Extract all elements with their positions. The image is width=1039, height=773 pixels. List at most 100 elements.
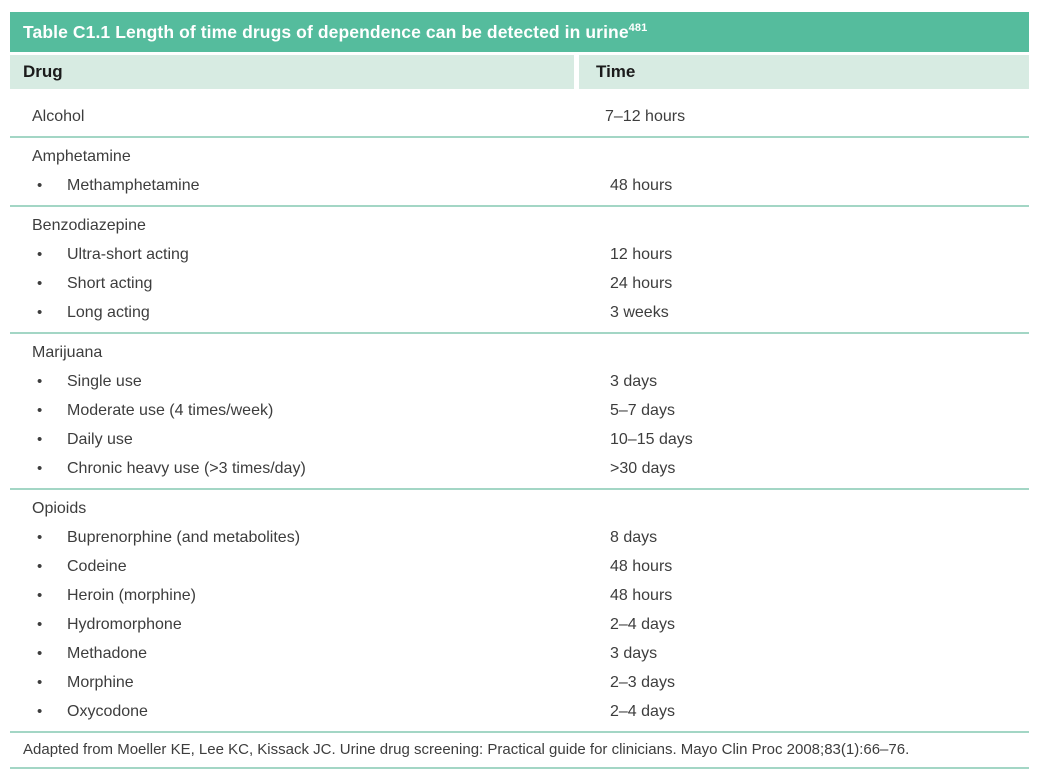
- drug-label: Methadone: [67, 644, 148, 662]
- drug-cell: • Oxycodone: [10, 703, 593, 721]
- bullet-icon: •: [37, 373, 43, 390]
- table-section: Alcohol 7–12 hours: [10, 98, 1029, 136]
- time-cell: 10–15 days: [610, 430, 693, 448]
- table-footer-citation: Adapted from Moeller KE, Lee KC, Kissack…: [10, 731, 1029, 769]
- bullet-icon: •: [37, 616, 43, 633]
- drug-cell: Amphetamine: [10, 148, 588, 166]
- section-divider: [10, 332, 1029, 334]
- table-row: • Morphine 2–3 days: [10, 668, 1029, 697]
- time-cell: 3 days: [610, 372, 658, 390]
- table-row: Amphetamine: [10, 142, 1029, 171]
- table-row: Opioids: [10, 494, 1029, 523]
- drug-label: Chronic heavy use (>3 times/day): [67, 459, 306, 477]
- bullet-icon: •: [37, 304, 43, 321]
- bullet-icon: •: [37, 177, 43, 194]
- table-row: • Daily use 10–15 days: [10, 425, 1029, 454]
- drug-label: Moderate use (4 times/week): [67, 401, 274, 419]
- table-row: • Codeine 48 hours: [10, 552, 1029, 581]
- drug-label: Oxycodone: [67, 702, 148, 720]
- table-row: • Buprenorphine (and metabolites) 8 days: [10, 523, 1029, 552]
- time-cell: 3 days: [610, 644, 658, 662]
- section-divider: [10, 136, 1029, 138]
- drug-label: Heroin (morphine): [67, 586, 196, 604]
- drug-label: Opioids: [32, 499, 87, 517]
- drug-cell: Benzodiazepine: [10, 217, 588, 235]
- bullet-icon: •: [37, 529, 43, 546]
- drug-cell: • Codeine: [10, 558, 593, 576]
- table-title-footnote-ref: 481: [628, 21, 648, 34]
- time-cell: 7–12 hours: [605, 107, 686, 125]
- drug-cell: • Methadone: [10, 645, 593, 663]
- time-cell: 2–3 days: [610, 673, 675, 691]
- bullet-icon: •: [37, 587, 43, 604]
- table-row: Alcohol 7–12 hours: [10, 102, 1029, 131]
- drug-label: Marijuana: [32, 343, 103, 361]
- drug-label: Daily use: [67, 430, 133, 448]
- drug-cell: • Chronic heavy use (>3 times/day): [10, 460, 593, 478]
- drug-label: Alcohol: [32, 107, 85, 125]
- drug-cell: • Moderate use (4 times/week): [10, 402, 593, 420]
- time-cell: 8 days: [610, 528, 658, 546]
- table-title: Table C1.1 Length of time drugs of depen…: [23, 22, 647, 43]
- bullet-icon: •: [37, 460, 43, 477]
- drug-label: Morphine: [67, 673, 134, 691]
- bullet-icon: •: [37, 402, 43, 419]
- drug-cell: Marijuana: [10, 344, 588, 362]
- drug-label: Benzodiazepine: [32, 216, 146, 234]
- drug-cell: • Long acting: [10, 304, 593, 322]
- time-cell: 3 weeks: [610, 303, 669, 321]
- section-divider: [10, 205, 1029, 207]
- drug-label: Methamphetamine: [67, 176, 200, 194]
- time-cell: 48 hours: [610, 557, 673, 575]
- drug-cell: • Daily use: [10, 431, 593, 449]
- time-cell: 48 hours: [610, 176, 673, 194]
- table-row: • Methadone 3 days: [10, 639, 1029, 668]
- table-section: Marijuana • Single use 3 days • Moderate use …: [10, 334, 1029, 488]
- table-body: Alcohol 7–12 hours Amphetamine • Methampheta…: [10, 98, 1029, 731]
- column-header-drug: Drug: [10, 55, 574, 89]
- drug-label: Codeine: [67, 557, 127, 575]
- table-section: Amphetamine • Methamphetamine 48 hours: [10, 138, 1029, 205]
- bullet-icon: •: [37, 431, 43, 448]
- drug-cell: • Morphine: [10, 674, 593, 692]
- time-cell: 12 hours: [610, 245, 673, 263]
- drug-cell: • Single use: [10, 373, 593, 391]
- drug-cell: • Heroin (morphine): [10, 587, 593, 605]
- table-row: • Short acting 24 hours: [10, 269, 1029, 298]
- drug-cell: Alcohol: [10, 108, 588, 126]
- drug-label: Single use: [67, 372, 142, 390]
- column-header-gap: [574, 55, 579, 89]
- drug-cell: • Hydromorphone: [10, 616, 593, 634]
- table-row: • Hydromorphone 2–4 days: [10, 610, 1029, 639]
- section-divider: [10, 488, 1029, 490]
- drug-label: Amphetamine: [32, 147, 131, 165]
- time-cell: 2–4 days: [610, 615, 675, 633]
- table-row: Marijuana: [10, 338, 1029, 367]
- table-row: • Ultra-short acting 12 hours: [10, 240, 1029, 269]
- bullet-icon: •: [37, 703, 43, 720]
- table-row: • Single use 3 days: [10, 367, 1029, 396]
- time-cell: >30 days: [610, 459, 676, 477]
- drug-label: Long acting: [67, 303, 150, 321]
- column-header-row: Drug Time: [10, 55, 1029, 89]
- column-header-time: Time: [579, 55, 1029, 89]
- table-row: • Long acting 3 weeks: [10, 298, 1029, 327]
- bullet-icon: •: [37, 558, 43, 575]
- table-title-bar: Table C1.1 Length of time drugs of depen…: [10, 12, 1029, 52]
- table-section: Opioids • Buprenorphine (and metabolites) 8…: [10, 490, 1029, 731]
- table-row: • Oxycodone 2–4 days: [10, 697, 1029, 726]
- table-title-text: Table C1.1 Length of time drugs of depen…: [23, 21, 629, 42]
- table-section: Benzodiazepine • Ultra-short acting 12 hour…: [10, 207, 1029, 332]
- time-cell: 2–4 days: [610, 702, 675, 720]
- table-row: • Chronic heavy use (>3 times/day) >30 day…: [10, 454, 1029, 483]
- time-cell: 48 hours: [610, 586, 673, 604]
- drug-label: Buprenorphine (and metabolites): [67, 528, 301, 546]
- drug-cell: • Buprenorphine (and metabolites): [10, 529, 593, 547]
- bullet-icon: •: [37, 246, 43, 263]
- drug-cell: • Methamphetamine: [10, 177, 593, 195]
- drug-cell: Opioids: [10, 500, 588, 518]
- time-cell: 5–7 days: [610, 401, 675, 419]
- drug-label: Short acting: [67, 274, 153, 292]
- drug-label: Ultra-short acting: [67, 245, 189, 263]
